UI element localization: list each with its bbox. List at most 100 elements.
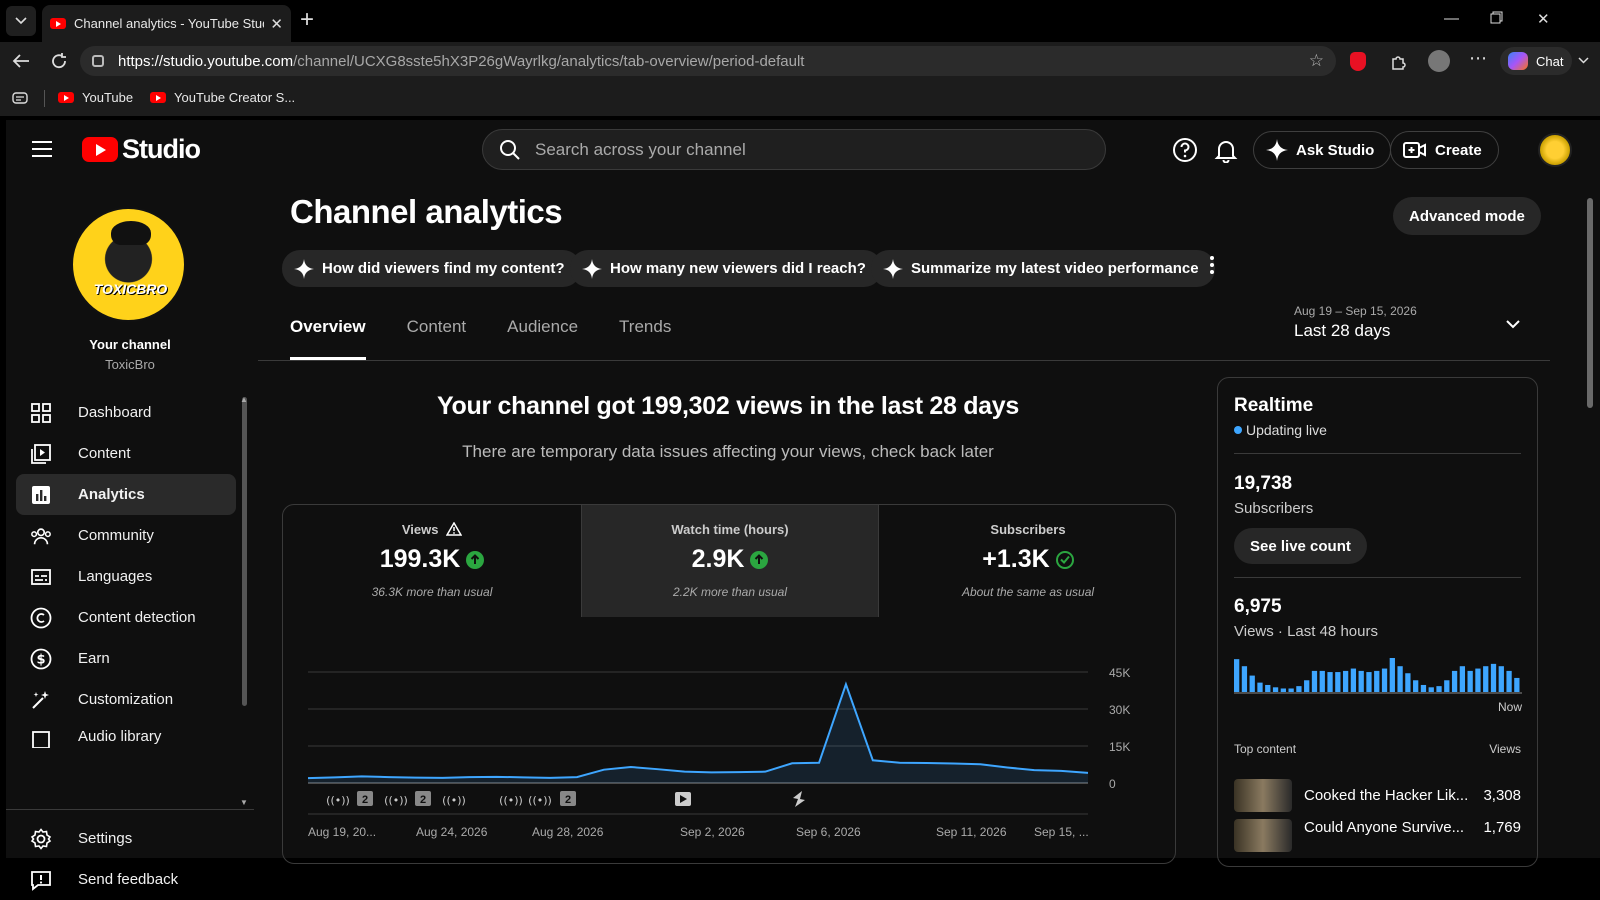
main-scrollbar[interactable] (1587, 198, 1593, 408)
marker-count-badge[interactable]: 2 (415, 791, 431, 806)
realtime-bar[interactable] (1311, 670, 1318, 692)
minimize-icon[interactable]: — (1444, 10, 1459, 27)
realtime-bar[interactable] (1280, 688, 1286, 692)
realtime-bar[interactable] (1420, 684, 1427, 692)
realtime-bar[interactable] (1490, 663, 1497, 692)
realtime-bar[interactable] (1506, 670, 1512, 692)
video-marker-icon[interactable] (675, 792, 691, 806)
collections-icon[interactable] (12, 92, 28, 104)
realtime-bar[interactable] (1296, 686, 1302, 692)
studio-logo[interactable]: Studio (82, 134, 201, 165)
ask-studio-button[interactable]: Ask Studio (1253, 131, 1392, 169)
back-icon[interactable] (12, 53, 30, 69)
top-content-row[interactable]: Cooked the Hacker Lik... 3,308 (1234, 778, 1521, 812)
realtime-bar[interactable] (1397, 666, 1403, 692)
scroll-down-icon[interactable]: ▼ (240, 798, 248, 807)
account-avatar[interactable] (1538, 133, 1572, 167)
realtime-bar[interactable] (1389, 658, 1395, 692)
realtime-bar[interactable] (1241, 666, 1248, 692)
marker-count-badge[interactable]: 2 (357, 791, 373, 806)
suggestion-chip-new-viewers[interactable]: How many new viewers did I reach? (570, 250, 882, 287)
metric-watch-time[interactable]: Watch time (hours) 2.9K 2.2K more than u… (581, 505, 879, 617)
window-close-icon[interactable]: ✕ (1537, 11, 1550, 28)
extensions-icon[interactable] (1389, 51, 1409, 71)
search-input[interactable]: Search across your channel (482, 129, 1106, 170)
realtime-bar[interactable] (1304, 680, 1310, 692)
more-vert-icon[interactable] (1210, 256, 1214, 277)
profile-avatar-icon[interactable] (1428, 50, 1450, 72)
copilot-chat-button[interactable]: Chat (1500, 47, 1572, 75)
realtime-bar[interactable] (1358, 670, 1364, 692)
realtime-bar[interactable] (1483, 666, 1489, 692)
livestream-marker-icon[interactable]: ((•)) (499, 794, 523, 807)
top-content-row[interactable]: Could Anyone Survive... 1,769 (1234, 819, 1521, 859)
realtime-bar[interactable] (1257, 682, 1263, 692)
realtime-bar[interactable] (1459, 666, 1466, 692)
realtime-bar[interactable] (1428, 687, 1434, 692)
url-bar[interactable]: https://studio.youtube.com/channel/UCXG8… (80, 46, 1336, 76)
realtime-bar[interactable] (1319, 670, 1325, 692)
close-tab-icon[interactable]: ✕ (270, 15, 283, 33)
realtime-bar[interactable] (1288, 688, 1294, 692)
tab-audience[interactable]: Audience (507, 317, 579, 336)
realtime-bar[interactable] (1265, 684, 1271, 692)
realtime-bar[interactable] (1249, 675, 1255, 692)
favorite-star-icon[interactable]: ☆ (1308, 51, 1324, 70)
realtime-bar[interactable] (1498, 666, 1504, 692)
livestream-marker-icon[interactable]: ((•)) (384, 794, 408, 807)
realtime-bar[interactable] (1413, 680, 1419, 692)
realtime-bar[interactable] (1451, 670, 1458, 692)
browser-tab-active[interactable]: Channel analytics - YouTube Studio ✕ (42, 5, 291, 42)
sidebar-scrollbar[interactable] (242, 397, 247, 706)
suggestion-chip-summarize[interactable]: Summarize my latest video performance (871, 250, 1215, 287)
tab-trends[interactable]: Trends (619, 317, 672, 336)
more-options-icon[interactable]: ⋯ (1469, 48, 1487, 68)
realtime-bar[interactable] (1444, 680, 1450, 692)
chevron-down-icon[interactable] (1506, 317, 1520, 331)
realtime-bar[interactable] (1350, 668, 1357, 692)
realtime-bar[interactable] (1405, 673, 1411, 692)
sidebar-item-send-feedback[interactable]: Send feedback (16, 859, 236, 900)
bookmark-youtube[interactable]: YouTube (58, 90, 133, 105)
bookmark-youtube-creator[interactable]: YouTube Creator S... (150, 90, 295, 105)
restore-icon[interactable] (1490, 11, 1503, 28)
views-series-line[interactable] (307, 681, 1089, 780)
realtime-bar[interactable] (1366, 672, 1372, 692)
realtime-bar[interactable] (1327, 672, 1333, 692)
sidebar-item-settings[interactable]: Settings (16, 818, 236, 859)
sidebar-item-analytics[interactable]: Analytics (16, 474, 236, 515)
livestream-marker-icon[interactable]: ((•)) (442, 794, 466, 807)
realtime-bar[interactable] (1514, 677, 1520, 692)
realtime-bar[interactable] (1467, 670, 1473, 692)
tab-overview[interactable]: Overview (290, 317, 366, 360)
sidebar-item-content-detection[interactable]: Content detection (16, 597, 236, 638)
help-icon[interactable] (1172, 137, 1198, 163)
shorts-marker-icon[interactable] (793, 791, 805, 807)
realtime-bar[interactable] (1272, 687, 1279, 692)
warning-icon[interactable] (445, 521, 463, 536)
marker-count-badge[interactable]: 2 (560, 791, 576, 806)
hamburger-menu-icon[interactable] (32, 141, 52, 157)
metric-views[interactable]: Views 199.3K 36.3K more than usual (283, 505, 581, 617)
realtime-bar[interactable] (1234, 659, 1240, 692)
new-tab-button[interactable]: + (300, 6, 315, 33)
scroll-up-icon[interactable]: ▲ (240, 395, 248, 404)
create-button[interactable]: Create (1390, 131, 1499, 169)
livestream-marker-icon[interactable]: ((•)) (528, 794, 552, 807)
realtime-bar[interactable] (1335, 672, 1341, 692)
channel-avatar[interactable]: TOXICBRO (71, 207, 186, 322)
sidebar-item-content[interactable]: Content (16, 433, 236, 474)
sidebar-item-languages[interactable]: Languages (16, 556, 236, 597)
advanced-mode-button[interactable]: Advanced mode (1393, 197, 1541, 235)
notifications-bell-icon[interactable] (1213, 137, 1239, 163)
tab-list-button[interactable] (6, 6, 36, 36)
realtime-bar[interactable] (1436, 686, 1442, 692)
see-live-count-button[interactable]: See live count (1234, 528, 1367, 564)
sidebar-item-earn[interactable]: $ Earn (16, 638, 236, 679)
period-selector[interactable]: Aug 19 – Sep 15, 2026 Last 28 days (1294, 304, 1417, 341)
tab-content[interactable]: Content (406, 317, 467, 336)
realtime-bar[interactable] (1374, 670, 1380, 692)
chevron-down-icon[interactable] (1578, 57, 1589, 64)
realtime-bar[interactable] (1342, 670, 1349, 692)
sidebar-item-customization[interactable]: Customization (16, 679, 236, 720)
